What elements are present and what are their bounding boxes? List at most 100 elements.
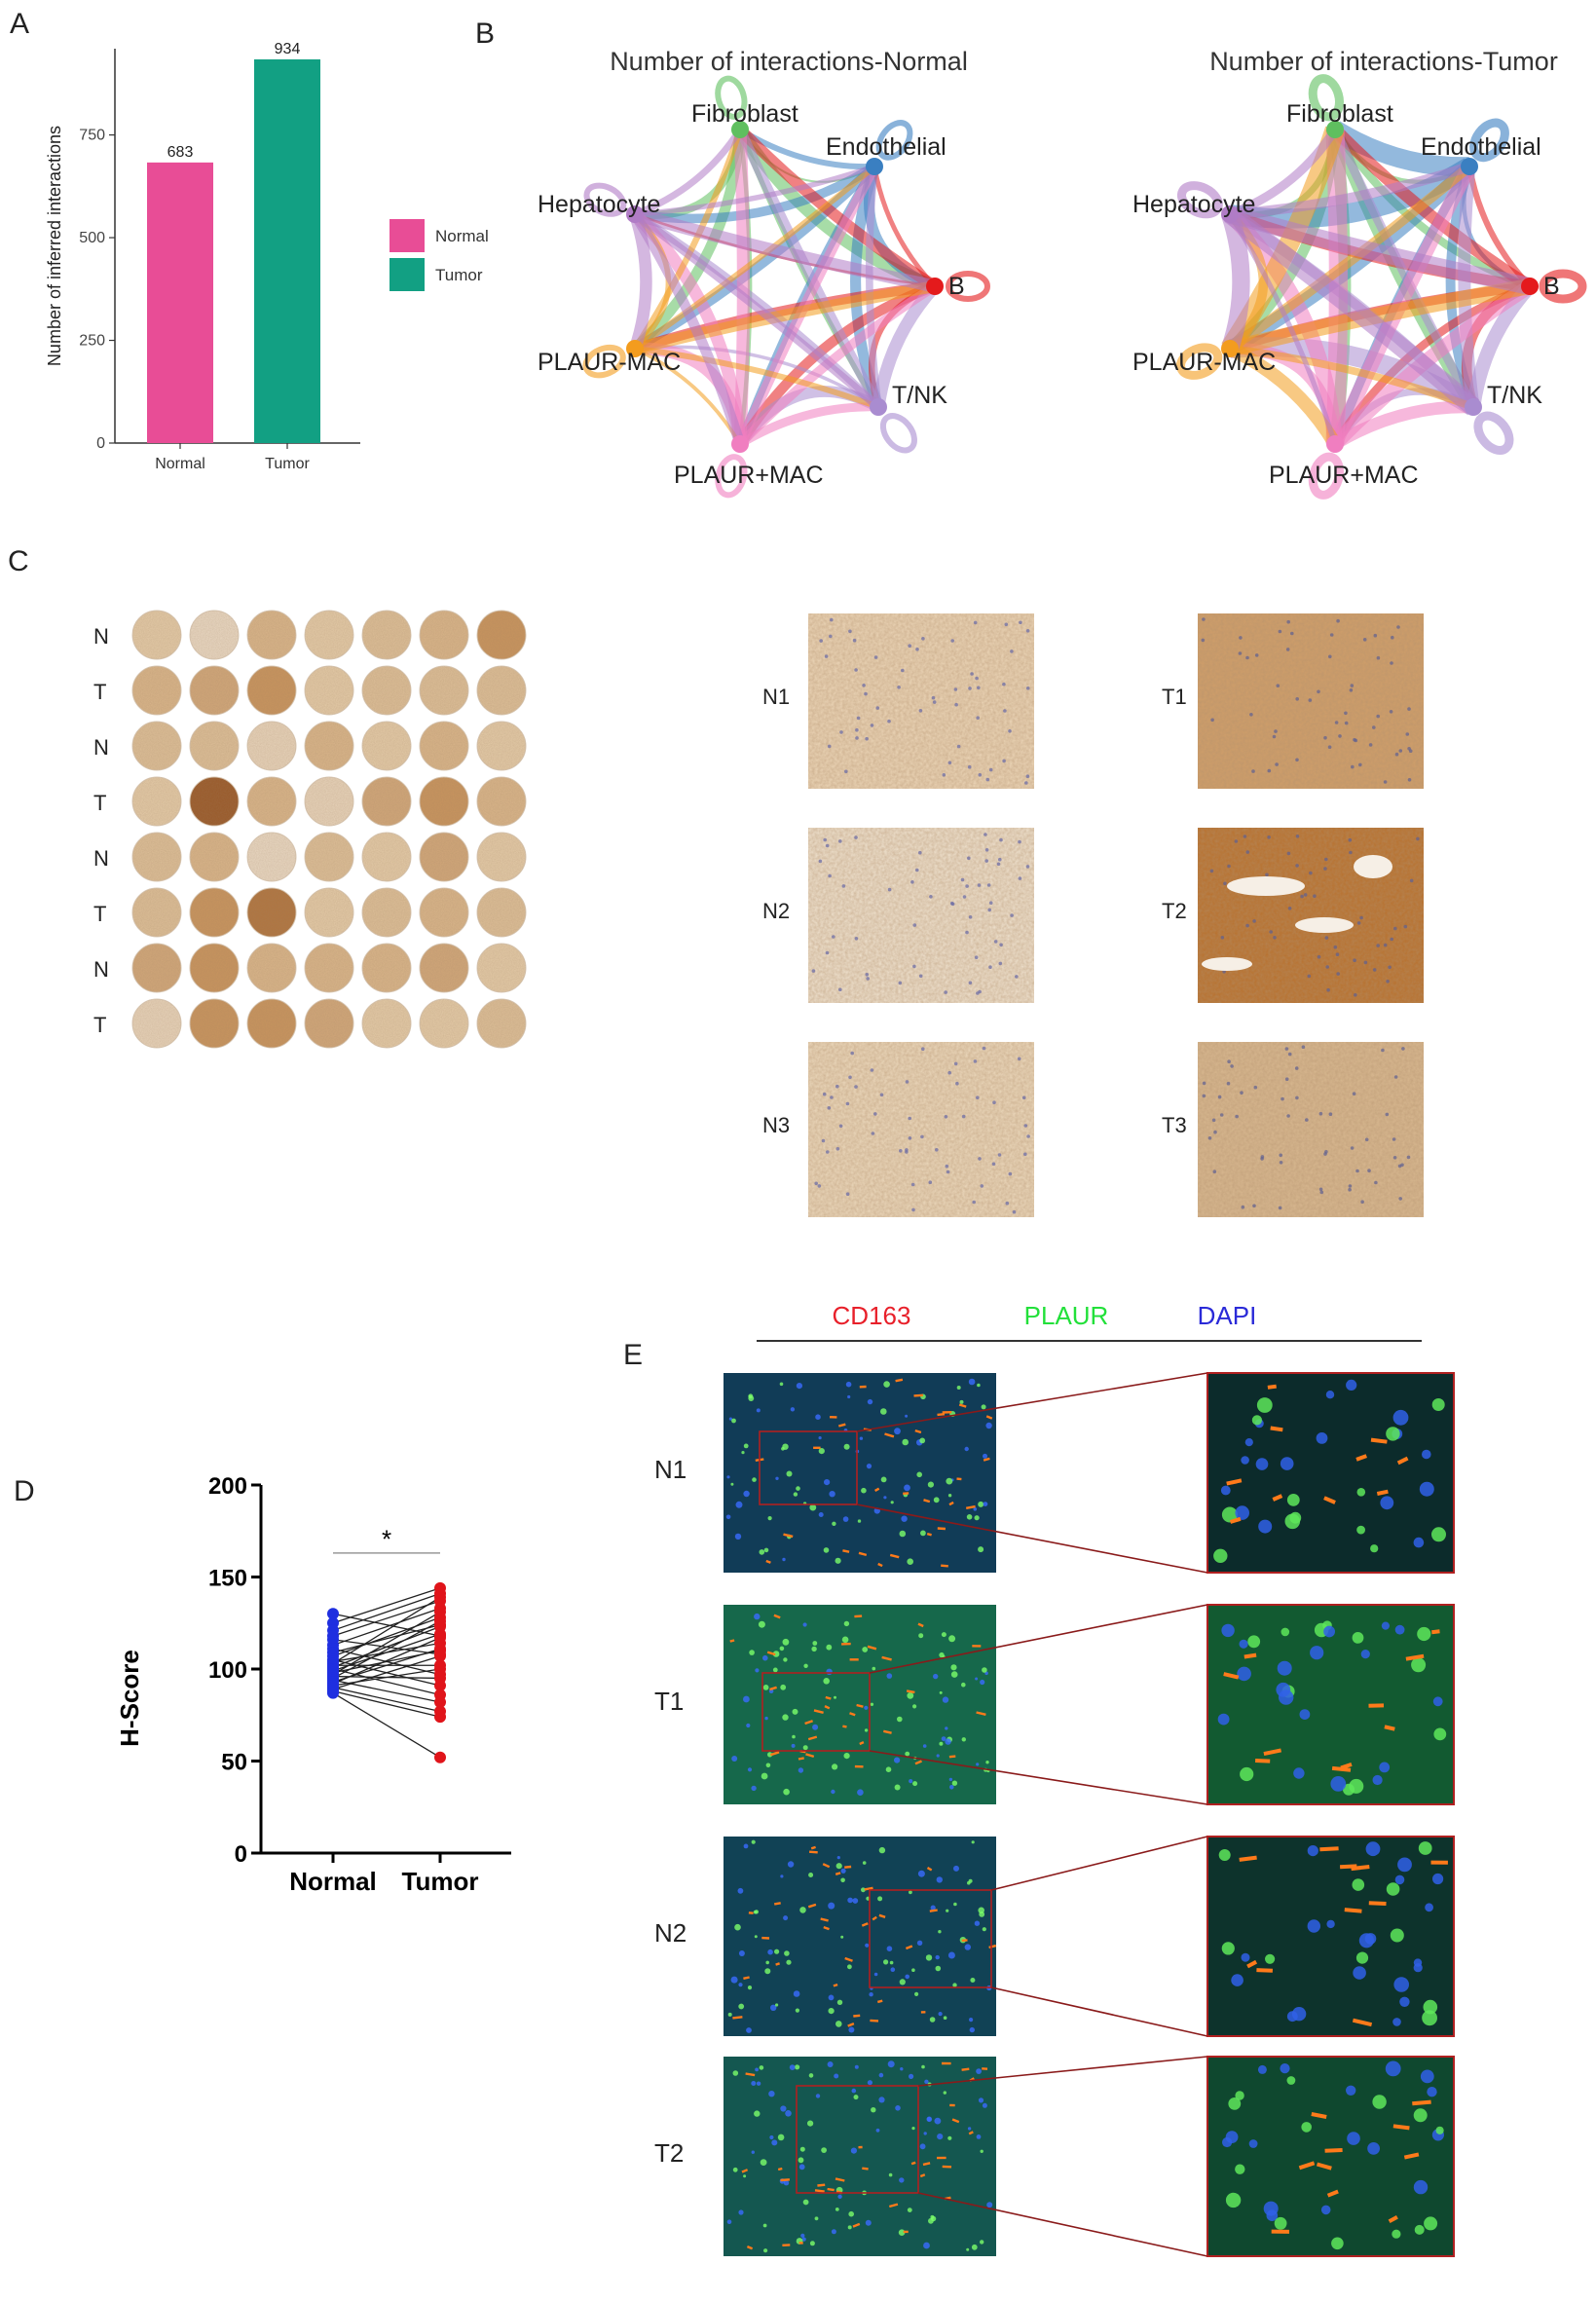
if-inset-cd163-signal <box>1412 2099 1431 2106</box>
nucleus <box>1355 1169 1359 1173</box>
panel-label-c: C <box>8 545 29 577</box>
if-cell <box>847 1897 853 1904</box>
nucleus <box>1234 839 1239 843</box>
if-cell <box>953 1865 959 1872</box>
network-node <box>1326 435 1344 453</box>
if-cell <box>862 1861 867 1865</box>
if-cell <box>840 1877 845 1883</box>
if-cell <box>950 1671 958 1678</box>
if-inset-cd163-signal <box>1351 1865 1370 1872</box>
if-cell <box>889 1960 894 1965</box>
nucleus <box>1393 926 1397 931</box>
nucleus <box>832 935 835 939</box>
if-cell <box>756 2081 761 2086</box>
zoom-connector <box>990 1836 1208 1891</box>
interaction-edge <box>1330 125 1534 292</box>
tma-core-texture <box>305 666 353 715</box>
if-cell <box>969 2018 974 2023</box>
if-cell <box>964 1944 971 1950</box>
node-label: T/NK <box>892 382 947 409</box>
if-inset-cd163-signal <box>1405 1653 1425 1661</box>
if-cell <box>966 1514 973 1520</box>
nucleus <box>1012 1209 1017 1214</box>
if-inset-cell <box>1417 1626 1431 1642</box>
nucleus <box>871 1132 875 1135</box>
if-cell <box>928 2217 934 2224</box>
if-inset-cd163-signal <box>1370 1437 1388 1444</box>
if-cell <box>883 1381 890 1388</box>
legend-swatch <box>390 258 425 291</box>
if-inset-cd163-signal <box>1223 1672 1240 1680</box>
nucleus <box>1405 732 1410 736</box>
nucleus <box>984 859 988 863</box>
tma-row-label: N <box>93 624 109 649</box>
if-cell <box>751 2150 755 2154</box>
if-cell <box>801 2237 806 2242</box>
if-cell <box>886 1673 893 1679</box>
interaction-edge <box>1227 205 1532 295</box>
if-inset-cd163-signal <box>1270 1426 1283 1432</box>
x-tick-label: Normal <box>155 456 205 472</box>
if-cell <box>843 1620 850 1627</box>
nucleus <box>1407 707 1411 711</box>
if-cell <box>959 1399 964 1404</box>
if-inset-cell <box>1217 1713 1230 1726</box>
if-inset-cd163-signal <box>1344 1908 1362 1913</box>
panel-label-b: B <box>475 18 496 50</box>
if-inset-cell <box>1394 1874 1405 1885</box>
point-tumor <box>434 1631 446 1644</box>
if-cell <box>808 1873 814 1877</box>
if-inset-cell <box>1280 1457 1294 1470</box>
tma-core-texture <box>305 777 353 826</box>
ihc-label-normal: N1 <box>762 685 790 709</box>
nucleus <box>1207 1136 1212 1140</box>
if-inset-cd163-signal <box>1323 1496 1336 1504</box>
if-inset-cell <box>1356 1525 1365 1535</box>
zoom-region-box <box>869 1889 992 1988</box>
nucleus <box>1403 924 1408 929</box>
if-inset-cell <box>1235 2164 1245 2174</box>
interaction-networks: Number of interactions-Normal Fibroblast E… <box>538 47 1587 500</box>
if-cd163-signal <box>805 1753 815 1759</box>
if-cell <box>749 1650 755 1655</box>
if-inset-image <box>1206 1372 1455 1574</box>
if-cell <box>831 1789 835 1795</box>
tma-core-texture <box>420 999 468 1048</box>
nucleus <box>838 987 842 992</box>
tma-core-texture <box>190 666 239 715</box>
if-cell <box>774 1948 780 1954</box>
tma-core-texture <box>247 611 296 659</box>
if-cd163-signal <box>888 2203 899 2208</box>
nucleus <box>1278 629 1282 634</box>
if-cell <box>864 1728 869 1732</box>
nucleus <box>1301 1045 1306 1049</box>
if-cell <box>968 1378 976 1386</box>
if-cell <box>828 1994 835 2001</box>
nucleus <box>961 1114 966 1119</box>
y-tick-label: 150 <box>208 1566 247 1592</box>
tma-core-texture <box>477 777 526 826</box>
nucleus <box>976 716 980 720</box>
if-inset-cell <box>1365 1841 1381 1857</box>
if-cell <box>743 1843 749 1849</box>
nucleus <box>819 639 823 643</box>
if-cd163-signal <box>923 1499 931 1503</box>
nucleus <box>1335 952 1340 956</box>
if-inset-cell <box>1228 2097 1242 2110</box>
if-inset-cd163-signal <box>1243 1652 1257 1659</box>
if-cd163-signal <box>780 2178 790 2182</box>
if-cell <box>976 2134 982 2139</box>
if-cd163-signal <box>961 2067 970 2071</box>
if-cd163-signal <box>858 1551 868 1557</box>
nucleus <box>1323 867 1327 871</box>
pair-line <box>332 1592 441 1631</box>
nucleus <box>870 1068 874 1072</box>
if-inset-cell <box>1392 2229 1401 2239</box>
if-cell <box>765 1960 769 1965</box>
if-cd163-signal <box>913 1393 923 1397</box>
if-cell <box>812 1724 819 1730</box>
panel-label-a: A <box>10 8 30 40</box>
nucleus <box>1018 839 1021 844</box>
nucleus <box>977 883 982 887</box>
if-cell <box>877 1896 883 1902</box>
